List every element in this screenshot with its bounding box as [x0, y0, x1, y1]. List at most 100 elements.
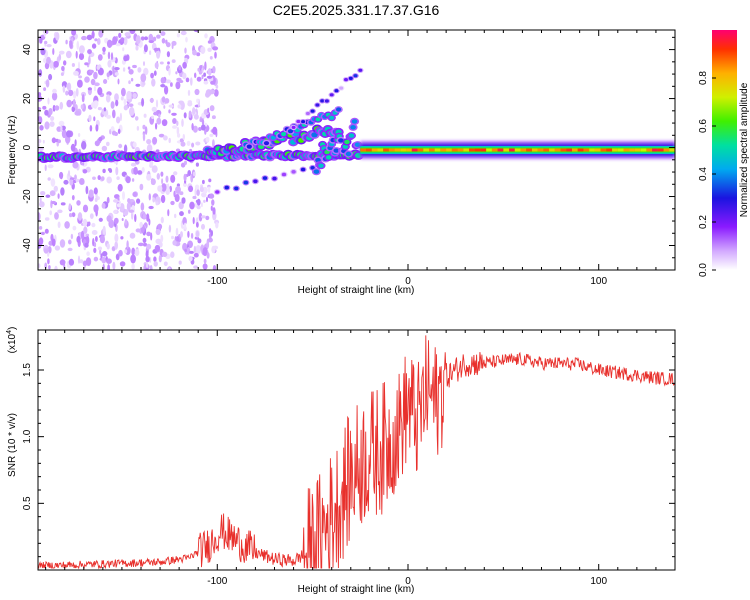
noise-blob [102, 46, 106, 53]
noise-blob [183, 173, 187, 182]
noise-blob [132, 93, 137, 99]
noise-blob [116, 203, 121, 208]
noise-blob [42, 105, 47, 110]
noise-blob [202, 247, 208, 257]
noise-blob [199, 186, 204, 193]
noise-blob [76, 200, 81, 206]
chaotic-region-cell [354, 142, 361, 147]
noise-blob [206, 196, 208, 203]
noise-blob [212, 207, 216, 215]
spectrogram-frame [37, 29, 676, 271]
noise-blob [158, 133, 165, 138]
noise-blob [146, 173, 152, 181]
noise-blob [106, 114, 112, 119]
noise-blob [38, 92, 42, 97]
noise-blob [88, 55, 91, 65]
noise-blob [180, 30, 187, 36]
band-core-cell [532, 148, 538, 152]
noise-blob [83, 226, 88, 234]
noise-blob [199, 65, 203, 69]
noise-blob [66, 130, 72, 138]
noise-blob [123, 98, 127, 106]
noise-blob [156, 117, 162, 125]
noise-blob [210, 205, 213, 211]
noise-blob [189, 250, 194, 254]
band-core-cell [566, 148, 572, 152]
noise-blob [188, 110, 192, 119]
spectrogram-xlabel: Height of straight line (km) [298, 285, 415, 296]
noise-blob [71, 63, 75, 67]
noise-blob [188, 185, 194, 193]
noise-blob [117, 183, 123, 192]
noise-blob [161, 251, 168, 257]
band-core-cell [589, 148, 595, 152]
noise-blob [193, 252, 199, 258]
noise-blob [172, 118, 177, 124]
noise-blob [160, 171, 164, 177]
noise-blob [40, 191, 46, 196]
noise-blob [196, 221, 199, 228]
rising-track-1b [241, 106, 343, 151]
noise-blob [196, 76, 202, 82]
noise-blob [204, 33, 208, 39]
noise-blob [152, 36, 157, 42]
noise-blob [151, 106, 157, 112]
band-core-cell [394, 148, 401, 152]
noise-blob [52, 88, 57, 94]
band-core-cell [503, 148, 510, 152]
band-core-cell [406, 148, 412, 152]
noise-blob [38, 116, 43, 124]
noise-blob [50, 178, 56, 187]
noise-blob [39, 125, 44, 131]
band-core-cell [429, 148, 435, 152]
noise-blob [114, 67, 120, 71]
noise-blob [54, 105, 60, 111]
noise-blob [163, 105, 166, 109]
noise-blob [164, 85, 169, 95]
noise-blob [183, 182, 187, 187]
svg-text:(x104): (x104) [6, 327, 18, 354]
noise-blob [108, 168, 113, 173]
noise-blob [62, 60, 67, 66]
noise-blob [205, 136, 210, 143]
rising-track-1b-cell [315, 117, 321, 122]
noise-blob [59, 101, 64, 110]
noise-blob [93, 247, 97, 253]
rising-track-2-cell [320, 99, 325, 103]
noise-blob [149, 98, 154, 103]
noise-blob [48, 265, 51, 270]
noise-blob [158, 113, 161, 118]
noise-blob [128, 106, 135, 116]
noise-blob [196, 52, 201, 57]
noise-blob [150, 72, 155, 79]
noise-blob [82, 169, 88, 174]
band-core-cell [554, 148, 561, 152]
noise-blob [97, 54, 103, 61]
noise-blob [139, 183, 144, 191]
noise-blob [186, 247, 191, 255]
noise-blob [59, 50, 65, 55]
noise-blob [52, 48, 55, 55]
band-core-cell [583, 148, 590, 152]
noise-blob [129, 30, 136, 34]
rising-track-2-cell [329, 93, 334, 97]
band-core-cell [446, 148, 452, 152]
noise-blob [153, 70, 157, 76]
noise-blob [128, 209, 135, 213]
noise-blob [101, 256, 107, 264]
noise-blob [201, 215, 206, 219]
lower-track-cell [291, 170, 296, 174]
band-core-cell [469, 148, 475, 152]
rising-track-1b-cell [270, 135, 276, 140]
noise-blob [180, 231, 183, 238]
noise-blob [72, 98, 76, 108]
noise-blob [178, 100, 184, 105]
noise-blob [142, 132, 146, 142]
noise-blob [212, 126, 218, 135]
noise-blob [131, 178, 135, 182]
noise-blob [38, 212, 41, 221]
band-core-cell [640, 148, 647, 152]
noise-blob [210, 80, 216, 85]
noise-blob [91, 30, 95, 39]
noise-blob [87, 221, 91, 227]
